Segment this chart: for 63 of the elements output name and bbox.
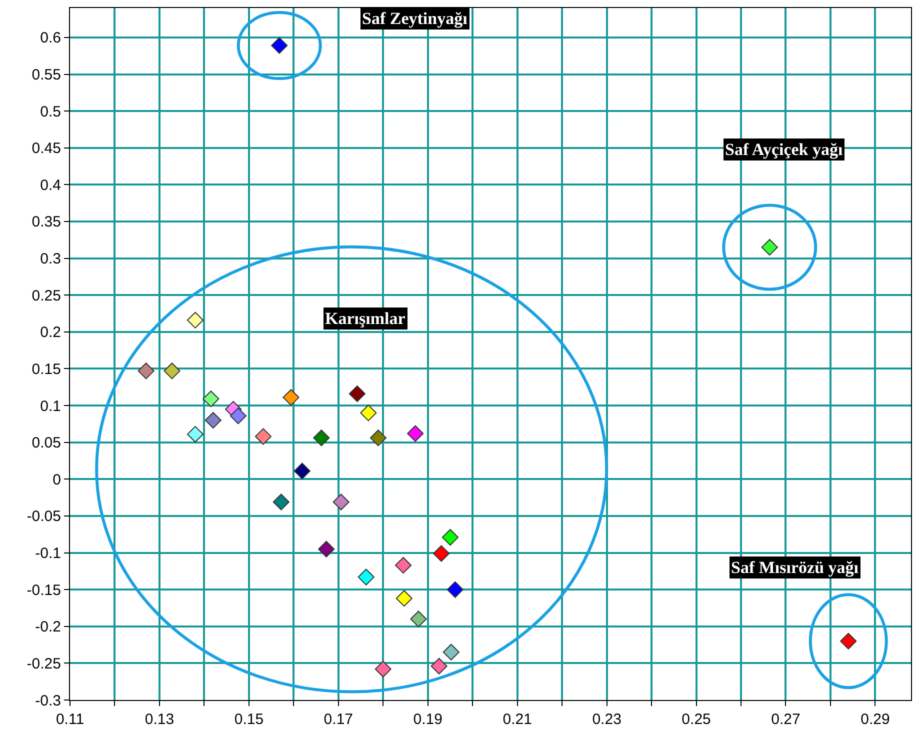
y-tick-label: -0.05 xyxy=(26,508,61,526)
annotation: Saf Mısırözü yağı xyxy=(731,558,859,577)
annotation: Saf Zeytinyağı xyxy=(362,9,468,28)
y-tick-label: 0.3 xyxy=(40,250,61,268)
x-tick-label: 0.29 xyxy=(860,711,890,728)
x-tick-label: 0.19 xyxy=(413,711,442,728)
y-tick-label: 0 xyxy=(52,471,61,488)
x-tick-label: 0.25 xyxy=(682,711,711,728)
y-tick-label: -0.1 xyxy=(35,545,61,562)
y-tick-label: 0.1 xyxy=(40,398,61,415)
point xyxy=(164,362,180,380)
y-tick-label: -0.15 xyxy=(26,582,61,599)
point xyxy=(313,430,330,446)
y-tick-label: 0.25 xyxy=(32,287,61,304)
annotation: Saf Ayçiçek yağı xyxy=(725,140,844,159)
x-tick-label: 0.21 xyxy=(502,711,532,728)
point xyxy=(282,389,300,406)
point xyxy=(358,568,374,586)
point xyxy=(432,545,450,562)
point xyxy=(318,540,335,558)
point xyxy=(230,408,246,424)
point xyxy=(442,644,460,660)
y-tick-label: 0.45 xyxy=(32,140,61,158)
y-tick-label: 0.6 xyxy=(40,30,61,47)
point xyxy=(360,404,377,422)
point xyxy=(204,412,222,429)
point xyxy=(407,425,424,442)
y-tick-label: 0.5 xyxy=(40,103,61,120)
x-tick-label: 0.13 xyxy=(144,711,174,728)
point xyxy=(202,390,220,408)
y-tick-label: -0.25 xyxy=(26,655,61,672)
point xyxy=(294,462,310,480)
point xyxy=(430,658,448,674)
point xyxy=(840,632,857,650)
point xyxy=(442,529,459,546)
annotation: Karışımlar xyxy=(325,309,406,328)
y-tick-label: 0.4 xyxy=(40,176,61,194)
y-tick-label: 0.05 xyxy=(32,434,61,452)
y-tick-label: 0.35 xyxy=(32,214,61,231)
x-tick-label: 0.15 xyxy=(234,711,264,728)
point xyxy=(186,426,204,443)
point xyxy=(374,660,392,678)
point xyxy=(332,494,350,510)
y-tick-label: 0.2 xyxy=(40,324,61,342)
y-tick-label: -0.2 xyxy=(35,618,61,636)
point xyxy=(348,385,366,402)
point xyxy=(370,430,387,446)
point xyxy=(272,494,290,510)
y-tick-label: 0.55 xyxy=(32,66,61,84)
x-tick-label: 0.17 xyxy=(324,711,353,728)
point xyxy=(396,590,412,607)
x-tick-label: 0.11 xyxy=(56,711,84,728)
x-tick-label: 0.27 xyxy=(771,711,800,728)
point xyxy=(394,556,412,574)
point xyxy=(254,428,272,445)
y-tick-label: -0.3 xyxy=(35,692,61,710)
point xyxy=(410,610,427,628)
x-tick-label: 0.23 xyxy=(592,711,622,728)
point xyxy=(138,362,154,380)
y-tick-label: 0.15 xyxy=(32,360,61,378)
point xyxy=(271,37,288,54)
point xyxy=(186,312,204,328)
point xyxy=(446,581,464,598)
